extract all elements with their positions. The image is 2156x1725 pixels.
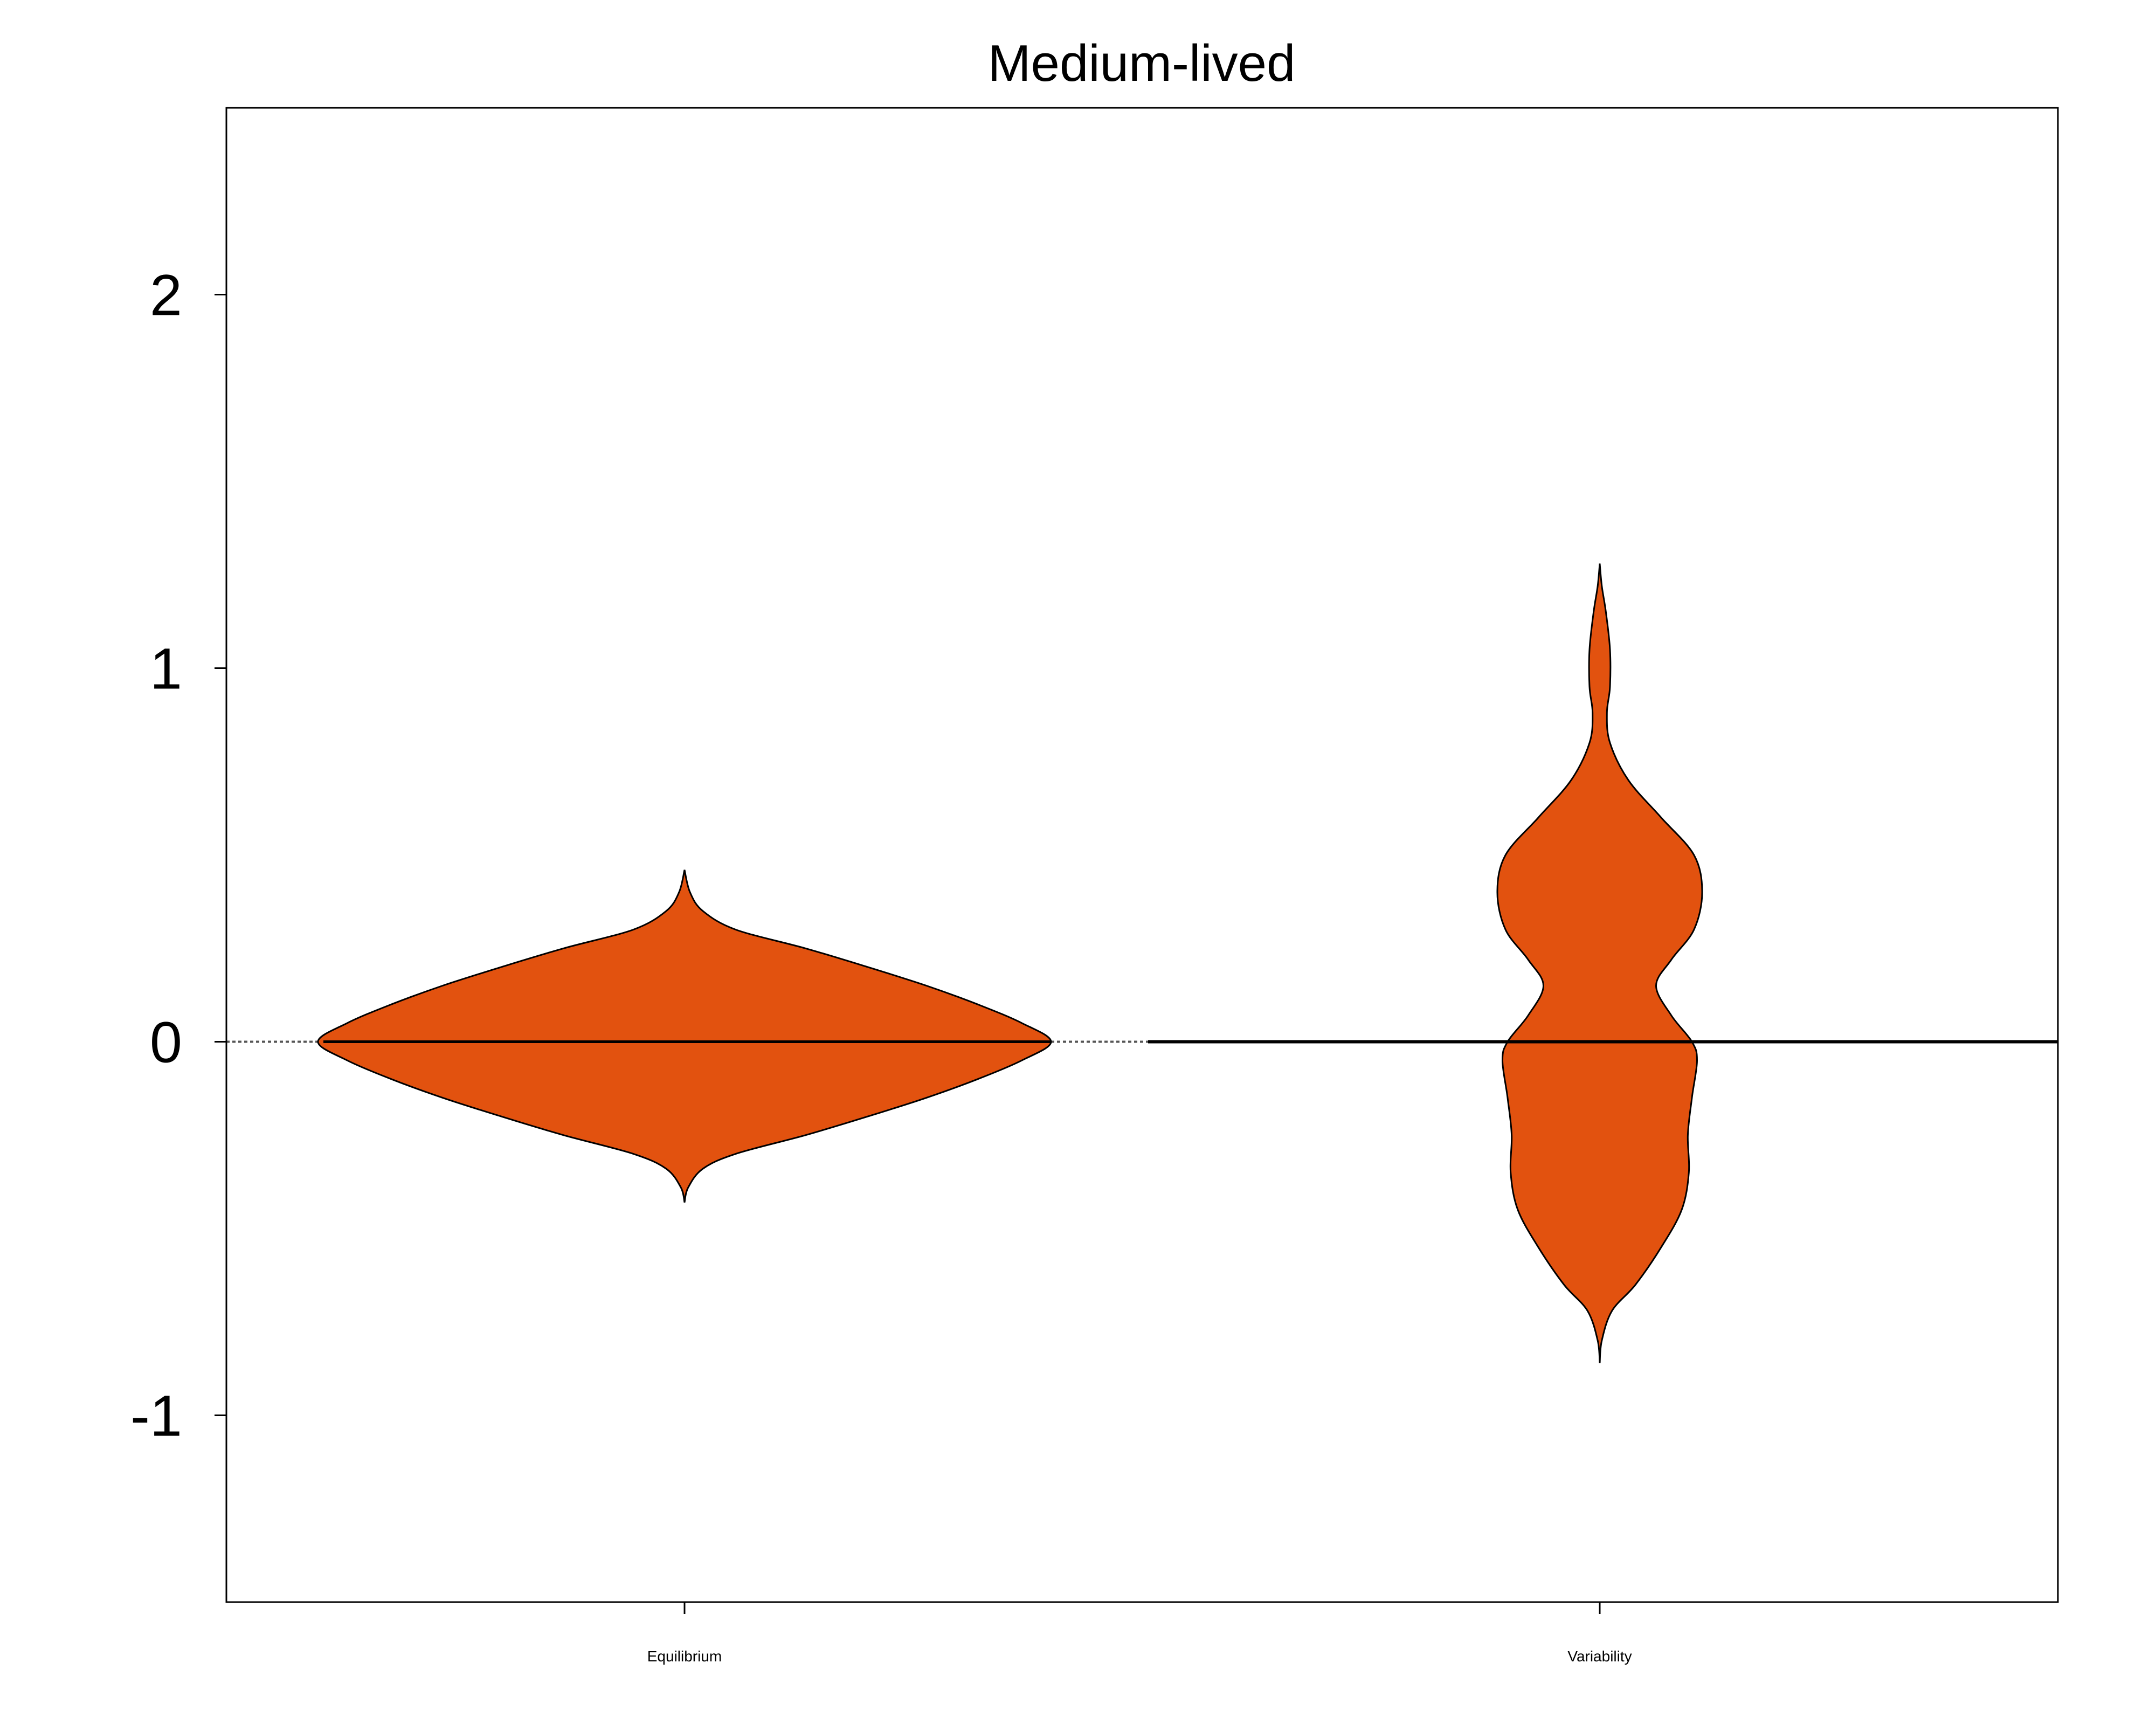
ytick-label: 0 xyxy=(150,1010,182,1075)
axes: -1 0 1 2 Equilibrium Variability xyxy=(130,107,2059,1665)
ytick-label: 1 xyxy=(150,636,182,701)
ytick-label: -1 xyxy=(130,1383,182,1448)
ytick-label: 2 xyxy=(150,263,182,328)
xtick-label: Variability xyxy=(1567,1648,1632,1665)
plot-frame xyxy=(225,107,2059,1603)
chart-title: Medium-lived xyxy=(988,34,1296,92)
xtick-label: Equilibrium xyxy=(647,1648,722,1665)
plot-area xyxy=(226,563,2058,1363)
violin-variability xyxy=(1496,563,1703,1363)
violin-equilibrium xyxy=(317,870,1052,1203)
